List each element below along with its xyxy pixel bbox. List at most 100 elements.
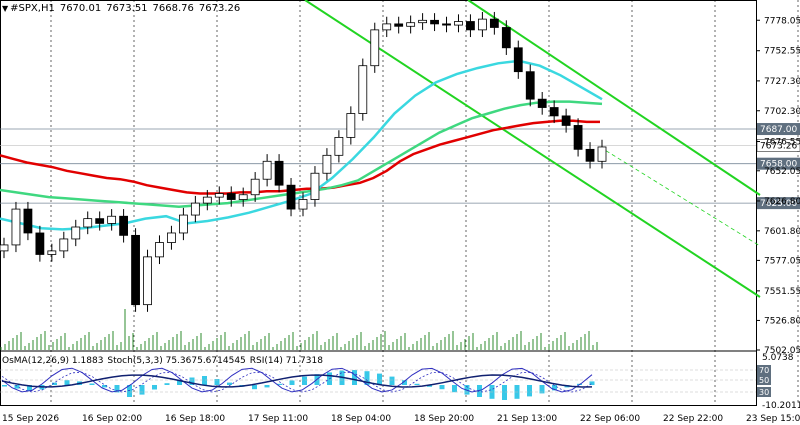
osma-bar xyxy=(27,385,32,391)
osma-bar xyxy=(527,385,532,397)
candle-body xyxy=(250,178,260,196)
candle-body xyxy=(597,146,607,162)
osma-bar xyxy=(164,383,170,385)
rsi-line xyxy=(1,374,593,388)
close-value: 7673.26 xyxy=(198,3,241,14)
price-tick-label: 7526.80 xyxy=(764,316,800,326)
osma-bar xyxy=(452,385,457,393)
osma-label: OsMA(12,26,9) 1.1883 xyxy=(2,356,104,366)
osma-bar xyxy=(264,385,270,388)
osma-bar xyxy=(289,380,295,385)
candle-body xyxy=(143,256,152,306)
trend-channels xyxy=(304,0,761,298)
candle-body xyxy=(238,194,248,200)
time-tick-label: 21 Sep 13:00 xyxy=(497,414,557,424)
indicator-header: OsMA(12,26,9) 1.1883 Stoch(5,3,3) 75.3675… xyxy=(2,356,327,366)
channel-line-lower xyxy=(304,0,761,298)
osma-bar xyxy=(552,385,557,391)
rsi-label: RSI(14) 71.7318 xyxy=(249,356,323,366)
price-tick-label: 7502.05 xyxy=(764,346,800,356)
candle-body xyxy=(442,23,451,26)
candle-body xyxy=(549,107,559,117)
candle-body xyxy=(477,18,487,31)
osma-bar xyxy=(477,385,482,397)
time-tick-label: 22 Sep 06:00 xyxy=(580,414,640,424)
candle-body xyxy=(561,115,571,126)
price-tick-label: 7577.05 xyxy=(764,256,800,266)
stoch-label: Stoch(5,3,3) 75.3675.6714545 xyxy=(107,356,246,366)
osma-bar xyxy=(64,380,70,385)
indicator-scale-bottom: -10.2011 xyxy=(762,401,800,411)
osma-bar xyxy=(127,385,132,397)
candle-body xyxy=(286,184,296,210)
candle-body xyxy=(202,196,212,204)
osma-bar xyxy=(302,376,307,385)
time-tick-label: 18 Sep 04:00 xyxy=(331,414,391,424)
candle-body xyxy=(322,154,332,174)
chart-header: ▼ #SPX,H1 7670.01 7673.51 7668.76 7673.26 xyxy=(2,3,245,14)
candle-body xyxy=(262,160,272,180)
osma-bar xyxy=(539,385,545,394)
collapse-arrow-icon[interactable]: ▼ xyxy=(2,4,9,13)
current-price-tag xyxy=(756,139,800,152)
ma-red-line xyxy=(0,119,600,195)
osma-bar xyxy=(377,373,382,385)
candle-body xyxy=(489,18,499,28)
candle-body xyxy=(513,47,523,73)
candle-body xyxy=(107,215,117,224)
candle-body xyxy=(214,193,224,198)
osma-bar xyxy=(114,385,120,393)
osma-bar xyxy=(214,379,220,385)
osma-bar xyxy=(352,370,357,385)
candle-body xyxy=(334,136,344,156)
osma-bar xyxy=(89,383,95,385)
osma-bar xyxy=(189,377,195,385)
candle-body xyxy=(573,125,583,150)
candle-body xyxy=(418,19,428,24)
candle-body xyxy=(83,218,93,228)
osma-bar xyxy=(52,382,57,385)
candle-body xyxy=(178,214,188,234)
current-price-label: 7673.26 xyxy=(760,141,797,151)
time-tick-label: 16 Sep 18:00 xyxy=(165,414,225,424)
osma-bar xyxy=(102,385,107,388)
candle-body xyxy=(466,21,475,31)
candle-body xyxy=(167,232,176,243)
indicator-level-tag xyxy=(757,365,771,375)
osma-bar xyxy=(427,385,432,387)
candle-body xyxy=(23,208,33,234)
candle-body xyxy=(585,148,595,162)
level-label: 7687.00 xyxy=(760,125,797,135)
ma-green-line xyxy=(0,100,603,208)
level-label: 7658.00 xyxy=(760,160,797,170)
time-tick-label: 17 Sep 11:00 xyxy=(248,414,308,424)
osma-bar xyxy=(439,385,445,390)
price-axis: 7778.05 7752.55 7727.30 7702.30 7676.55 7652.… xyxy=(756,16,800,356)
osma-bar xyxy=(389,376,395,385)
candle-body xyxy=(430,19,439,25)
price-tick-label: 7752.55 xyxy=(764,47,800,57)
level-tag xyxy=(757,197,800,210)
candle-body xyxy=(11,208,21,246)
channel-line-upper xyxy=(467,0,761,196)
open-value: 7670.01 xyxy=(59,3,102,14)
candle-body xyxy=(131,234,140,306)
candle-body xyxy=(298,199,308,210)
indicator-level-label: 50 xyxy=(759,376,769,385)
osma-bar xyxy=(2,385,7,387)
level-label: 7625.00 xyxy=(760,199,797,209)
candle-body xyxy=(35,232,45,255)
indicator-scale-top: 5.0738 xyxy=(762,353,794,363)
candle-body xyxy=(274,160,284,186)
candle-body xyxy=(394,23,404,27)
candle-body xyxy=(525,71,535,100)
indicator-level-tag xyxy=(757,375,771,385)
channel-line-mid xyxy=(599,146,761,247)
candle-body xyxy=(190,202,200,216)
price-tick-label: 7652.05 xyxy=(764,167,800,177)
candle-body xyxy=(226,193,236,200)
osma-bar xyxy=(177,379,182,385)
candle-body xyxy=(310,172,320,200)
